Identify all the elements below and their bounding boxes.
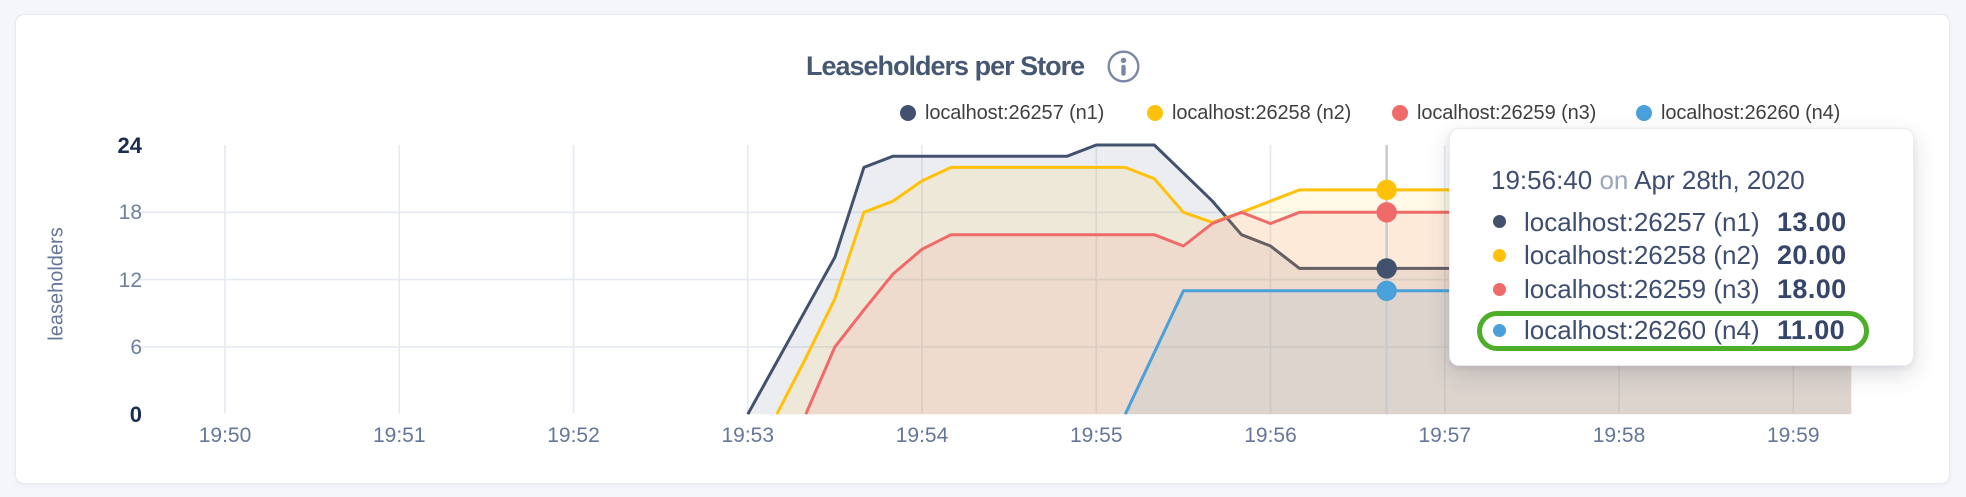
legend-item-n3[interactable]: localhost:26259 (n3) [1392,102,1596,124]
legend-dot-icon [900,105,916,121]
tooltip-row-n3: localhost:26259 (n3) 18.00 [1450,274,1915,304]
tooltip-series-dot-icon [1493,248,1506,262]
hover-marker-n1 [1376,258,1397,279]
legend-dot-icon [1636,105,1652,121]
tooltip-series-label: localhost:26257 (n1) [1524,206,1760,237]
x-tick-label: 19:59 [1766,424,1820,447]
y-tick-label: 6 [130,335,142,359]
x-tick-label: 19:53 [721,424,775,447]
tooltip-conjunction: on [1599,164,1629,195]
tooltip-series-label: localhost:26258 (n2) [1524,240,1760,270]
tooltip-row-n2: localhost:26258 (n2) 20.00 [1450,240,1915,270]
y-tick-label: 18 [118,201,142,225]
hover-marker-n3 [1376,202,1397,223]
x-tick-label: 19:51 [372,424,426,447]
legend-dot-icon [1147,105,1163,121]
x-tick-label: 19:58 [1592,424,1646,447]
series-line-n1 [746,143,1852,415]
y-tick-label: 24 [117,133,142,159]
tooltip-series-value: 18.00 [1777,274,1847,304]
tooltip-series-value: 20.00 [1777,240,1847,270]
y-tick-label: 12 [118,268,142,292]
tooltip-row-n4: localhost:26260 (n4) 11.00 [1450,315,1915,345]
legend-label: localhost:26259 (n3) [1417,101,1597,124]
x-tick-label: 19:52 [547,424,600,447]
tooltip-row-n1: localhost:26257 (n1) 13.00 [1450,207,1915,237]
legend-label: localhost:26260 (n4) [1661,101,1841,124]
x-tick-label: 19:50 [198,424,252,447]
tooltip-series-dot-icon [1493,215,1506,228]
tooltip-series-label: localhost:26259 (n3) [1524,274,1760,304]
series-line-n3 [804,210,1852,415]
tooltip-header: 19:56:40 on Apr 28th, 2020 [1491,165,1805,196]
x-tick-label: 19:56 [1244,424,1297,447]
hover-tooltip: 19:56:40 on Apr 28th, 2020 localhost:262… [1449,127,1915,366]
hover-marker-n2 [1376,179,1397,201]
tooltip-time: 19:56:40 [1491,164,1593,195]
tooltip-series-value: 13.00 [1777,206,1847,237]
y-tick-label: 0 [129,402,142,428]
legend-dot-icon [1392,105,1408,121]
x-tick-label: 19:54 [895,424,949,447]
hover-marker-n4 [1376,280,1397,302]
legend-item-n1[interactable]: localhost:26257 (n1) [900,102,1104,124]
x-tick-label: 19:57 [1418,424,1472,447]
tooltip-series-dot-icon [1493,282,1506,296]
tooltip-series-label: localhost:26260 (n4) [1524,315,1760,345]
x-tick-label: 19:55 [1069,424,1123,447]
legend-item-n2[interactable]: localhost:26258 (n2) [1147,102,1351,124]
legend-label: localhost:26258 (n2) [1172,101,1352,124]
legend-label: localhost:26257 (n1) [925,101,1105,124]
highlight-ring [1477,310,1869,351]
tooltip-series-value: 11.00 [1777,315,1846,345]
tooltip-date: Apr 28th, 2020 [1634,164,1805,195]
legend-item-n4[interactable]: localhost:26260 (n4) [1636,102,1840,124]
series-line-n2 [775,165,1852,415]
